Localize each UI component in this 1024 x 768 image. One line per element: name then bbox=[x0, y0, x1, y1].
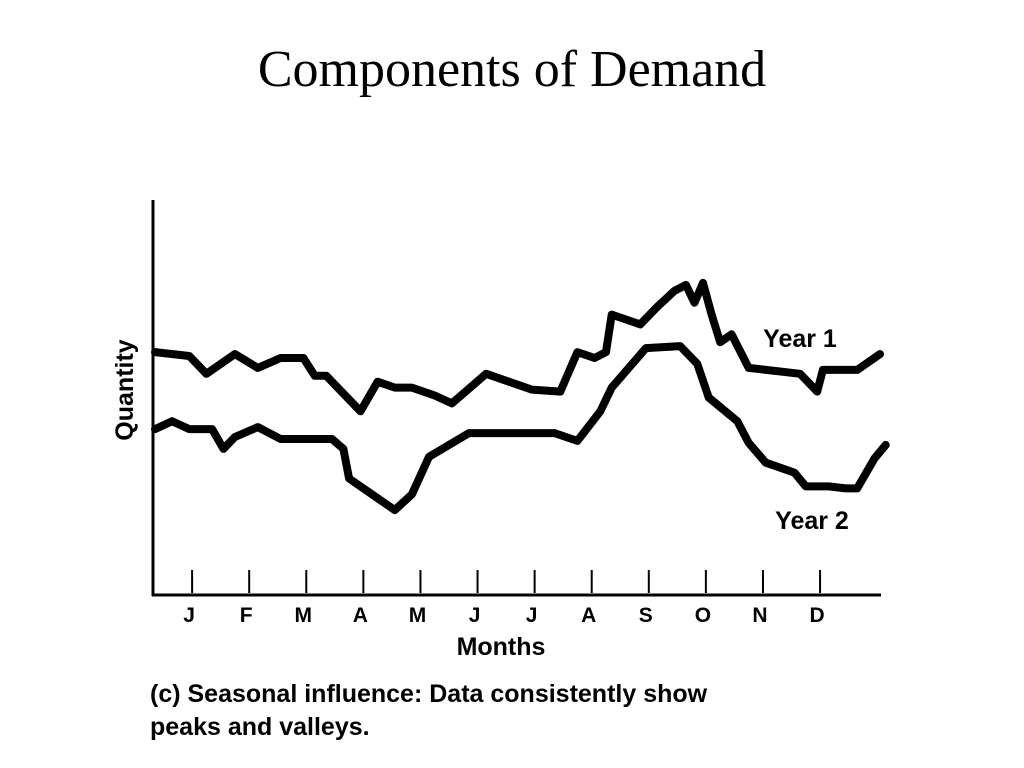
x-ticks bbox=[191, 570, 822, 593]
series-lines bbox=[151, 278, 890, 515]
x-tick-label: N bbox=[752, 604, 767, 627]
series-label-1: Year 1 bbox=[763, 325, 837, 353]
x-tick-label: O bbox=[695, 604, 711, 627]
x-tick-label: M bbox=[409, 604, 427, 627]
slide-title: Components of Demand bbox=[257, 41, 767, 98]
series-label-2: Year 2 bbox=[775, 507, 849, 535]
x-tick-label: J bbox=[526, 604, 538, 627]
caption-line-2: peaks and valleys. bbox=[150, 713, 370, 741]
series-line-1 bbox=[151, 278, 884, 416]
x-tick-label: S bbox=[639, 604, 653, 627]
x-tick-label: A bbox=[353, 604, 368, 627]
x-tick-label: D bbox=[809, 604, 824, 627]
y-axis-label: Quantity bbox=[111, 339, 139, 440]
chart-caption: (c) Seasonal influence: Data consistentl… bbox=[150, 678, 850, 744]
x-tick-label: M bbox=[295, 604, 313, 627]
x-tick-label: J bbox=[183, 604, 195, 627]
series-line-2 bbox=[151, 342, 890, 515]
x-tick-label: A bbox=[581, 604, 596, 627]
x-tick-label: F bbox=[240, 604, 253, 627]
x-tick-label: J bbox=[469, 604, 481, 627]
caption-line-1: (c) Seasonal influence: Data consistentl… bbox=[150, 680, 708, 708]
x-axis-label: Months bbox=[457, 633, 546, 661]
series-labels: Year 1 Year 2 bbox=[763, 325, 849, 535]
